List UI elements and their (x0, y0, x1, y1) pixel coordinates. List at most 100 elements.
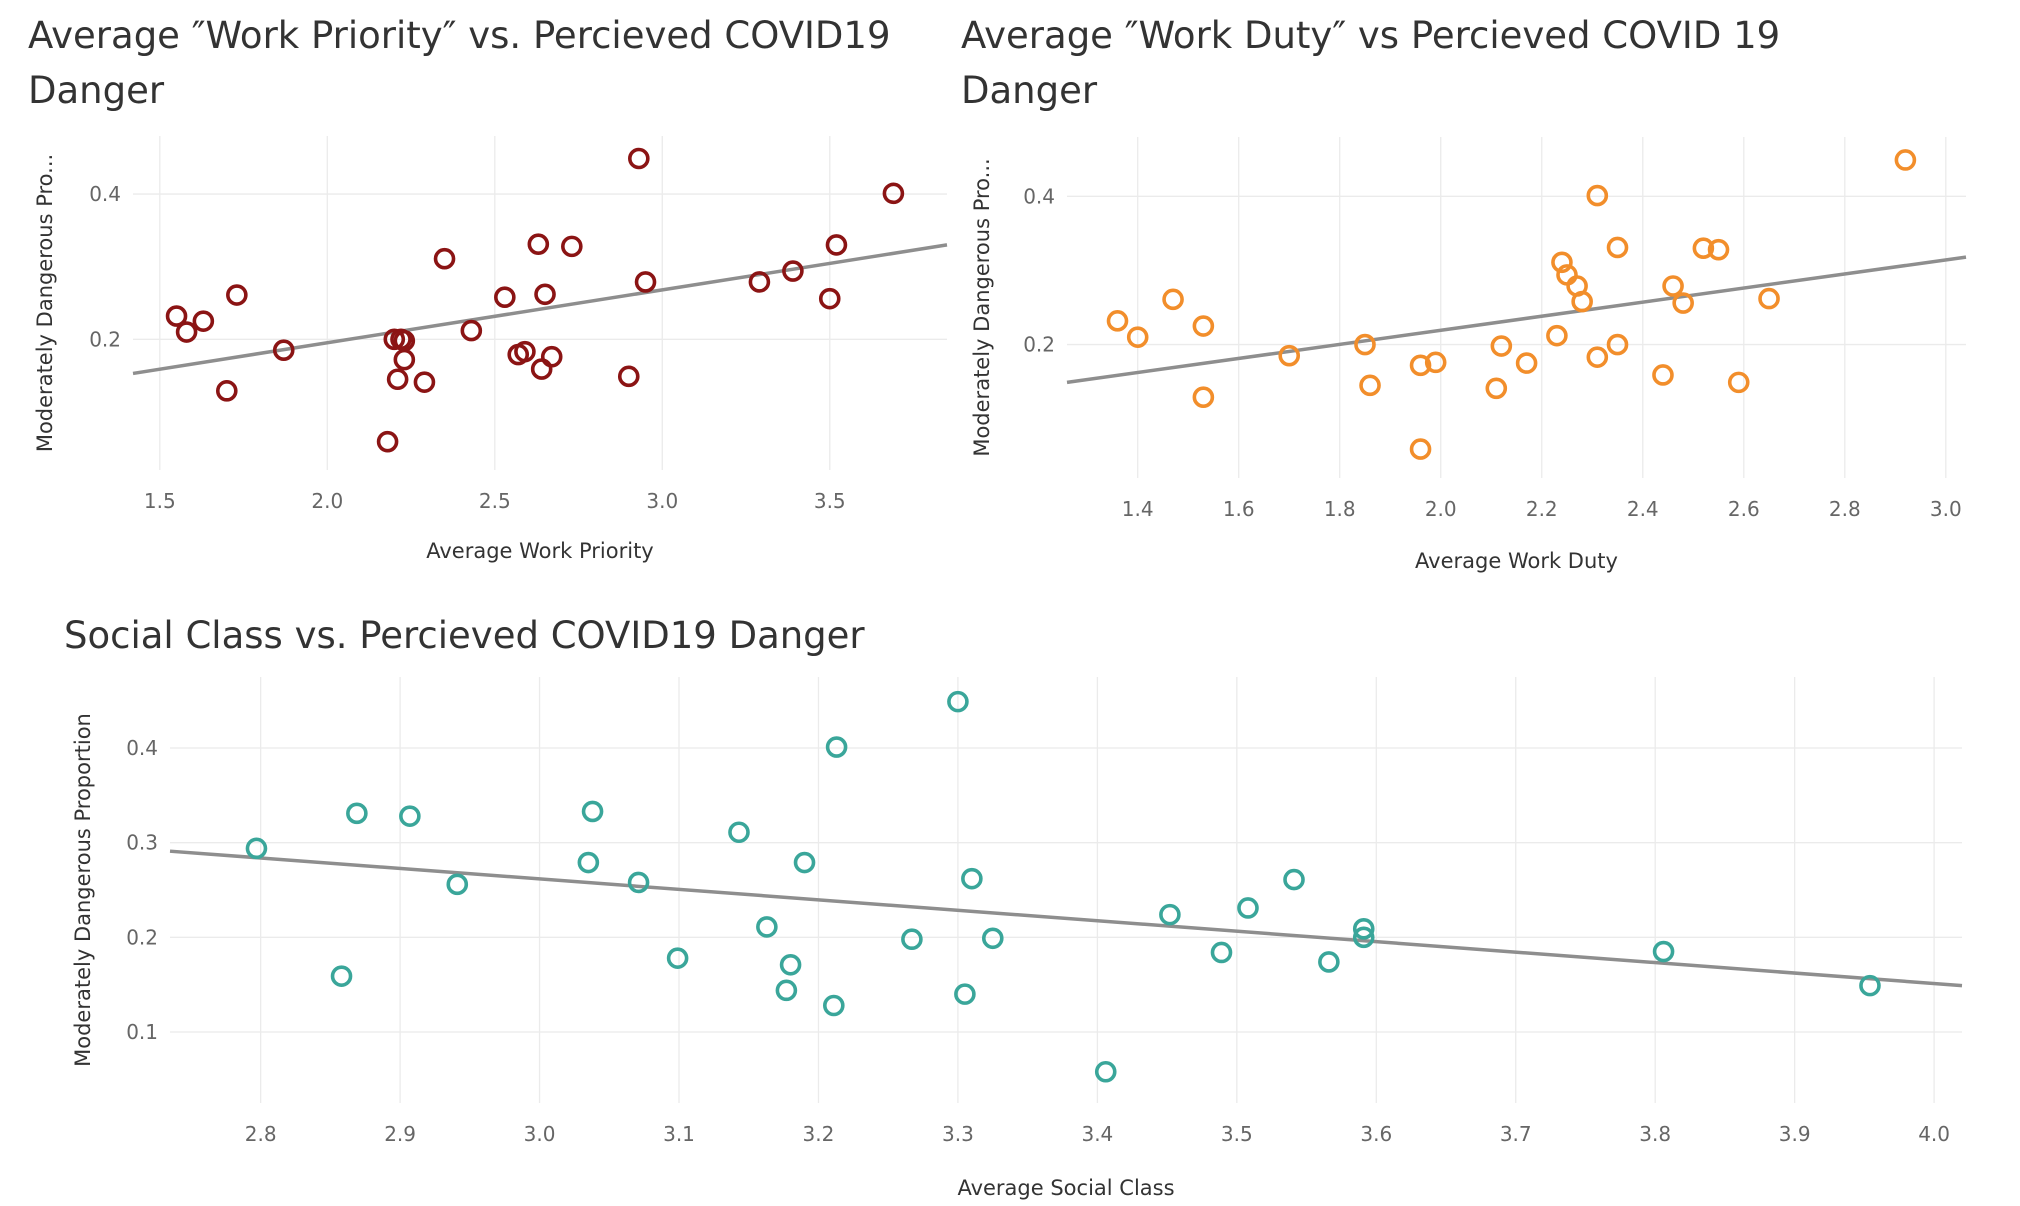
data-point (514, 340, 536, 363)
data-point (215, 380, 238, 402)
data-point (1571, 290, 1593, 313)
data-point (1652, 940, 1675, 963)
y-tick-label: 0.4 (126, 736, 158, 760)
data-point (961, 867, 983, 890)
data-point (534, 283, 556, 306)
x-tick-label: 2.4 (1627, 497, 1659, 521)
x-tick-label: 1.5 (144, 489, 176, 513)
data-point (1727, 371, 1750, 394)
y-tick-label: 0.2 (1023, 333, 1055, 357)
data-point (1485, 377, 1508, 400)
data-point (1409, 438, 1432, 460)
trend-line (132, 243, 948, 376)
x-tick-label: 3.1 (663, 1122, 695, 1146)
data-point (1894, 149, 1917, 171)
data-point (1758, 287, 1780, 310)
data-point (1546, 324, 1568, 347)
x-tick-label: 3.7 (1500, 1122, 1532, 1146)
x-tick-label: 2.2 (1526, 497, 1558, 521)
x-tick-label: 3.9 (1779, 1122, 1811, 1146)
data-point (617, 365, 640, 388)
data-point (882, 182, 905, 205)
plot-area: 1.4 1.6 1.8 2.0 2.2 2.4 2.6 2.8 3.0 0.2 0.4 Average… (970, 137, 1967, 573)
data-point (981, 927, 1004, 950)
data-point (818, 287, 841, 310)
data-point (1606, 333, 1629, 356)
data-point (728, 821, 750, 844)
data-point (666, 947, 689, 969)
x-tick-label: 2.0 (1425, 497, 1457, 521)
data-point (393, 329, 416, 352)
data-point (383, 328, 406, 351)
x-tick-label: 3.5 (814, 489, 846, 513)
data-point (825, 736, 848, 758)
data-point (413, 371, 436, 393)
data-point (1159, 903, 1181, 926)
data-point (175, 321, 198, 343)
x-tick-label: 3.3 (942, 1122, 974, 1146)
data-point (1318, 951, 1340, 973)
data-point (756, 916, 778, 938)
y-axis-title: Moderately Dangerous Proportion (71, 713, 95, 1067)
data-point (1692, 237, 1715, 259)
x-tick-label: 3.5 (1221, 1122, 1253, 1146)
data-point (446, 873, 469, 896)
x-tick-label: 2.5 (479, 489, 511, 513)
x-tick-label: 2.6 (1728, 497, 1760, 521)
x-axis-title: Average Work Priority (426, 539, 654, 563)
plot-area: 1.5 2.0 2.5 3.0 3.5 0.2 0.4 Average Work Priori… (33, 136, 948, 563)
x-tick-label: 3.8 (1639, 1122, 1671, 1146)
data-point (627, 871, 650, 894)
x-tick-label: 3.6 (1360, 1122, 1392, 1146)
data-point (1192, 386, 1215, 408)
x-tick-label: 2.0 (311, 489, 343, 513)
data-point (1352, 926, 1375, 949)
data-point (399, 805, 421, 827)
data-point (433, 247, 456, 270)
data-point (748, 271, 771, 293)
trend-line (1066, 255, 1967, 385)
data-point (376, 430, 399, 453)
x-axis-title: Average Social Class (957, 1176, 1174, 1200)
data-point (1162, 288, 1184, 311)
data-point (779, 953, 802, 976)
x-axis-title: Average Work Duty (1415, 549, 1618, 573)
data-point (1707, 238, 1730, 261)
data-point (1278, 344, 1301, 367)
chart-work-priority: Average ″Work Priority″ vs. Percieved CO… (0, 0, 960, 600)
y-tick-label: 0.2 (89, 327, 121, 351)
data-point (1424, 351, 1447, 374)
data-point (1586, 184, 1609, 207)
x-tick-label: 1.6 (1223, 497, 1255, 521)
data-point (1210, 941, 1233, 964)
data-point (577, 851, 600, 874)
data-point (1237, 897, 1259, 919)
data-point (947, 690, 969, 713)
data-point (1352, 918, 1375, 940)
data-point (1106, 310, 1129, 332)
data-point (1490, 335, 1513, 357)
data-point (561, 235, 583, 258)
data-point (393, 348, 416, 371)
chart-title: Average ″Work Priority″ vs. Percieved CO… (28, 14, 891, 112)
data-point (245, 837, 268, 860)
data-point (460, 319, 483, 342)
data-point (192, 310, 215, 332)
x-tick-label: 2.8 (245, 1122, 277, 1146)
data-point (527, 233, 550, 255)
data-point (530, 358, 553, 380)
chart-work-duty: Average ″Work Duty″ vs Percieved COVID 1… (940, 0, 2020, 600)
data-point (1354, 333, 1376, 356)
data-point (226, 284, 248, 306)
data-point (825, 234, 848, 256)
data-point (1515, 352, 1538, 374)
data-point (1859, 974, 1881, 997)
x-tick-label: 1.4 (1122, 497, 1154, 521)
data-point (1606, 236, 1629, 259)
x-tick-label: 3.0 (646, 489, 678, 513)
data-point (540, 345, 563, 368)
data-point (1672, 292, 1694, 314)
chart-title: Average ″Work Duty″ vs Percieved COVID 1… (961, 14, 1781, 112)
y-axis-title: Moderately Dangerous Pro... (970, 158, 994, 456)
data-point (782, 260, 804, 282)
